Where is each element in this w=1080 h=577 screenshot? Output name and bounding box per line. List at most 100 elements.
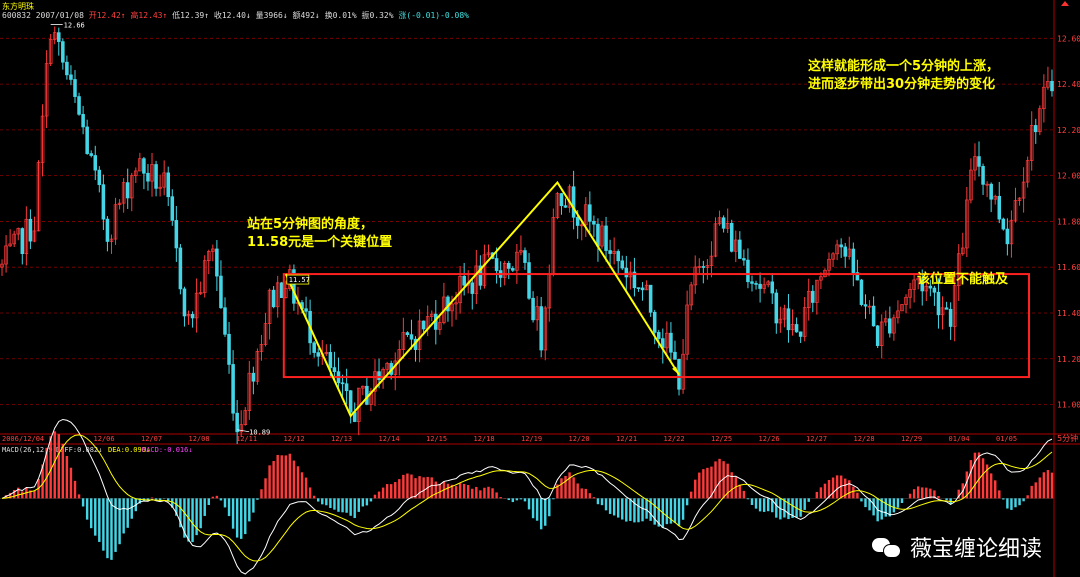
candle-body [57, 32, 61, 42]
candle-body [462, 275, 466, 286]
candle-body [871, 305, 876, 327]
candle-body [385, 363, 389, 370]
candle-body [158, 186, 162, 189]
candle-body [421, 320, 426, 330]
macd-legend-label: MACD:-0.016↓ [142, 446, 193, 454]
candle-body [24, 218, 29, 254]
candle-body [215, 248, 219, 277]
candlesticks [0, 26, 1054, 444]
candle-body [113, 204, 118, 240]
quote-field: 涨(-0.01)-0.08% [398, 11, 470, 20]
candle-body [134, 170, 138, 177]
candle-body [656, 332, 661, 339]
candle-body [1042, 86, 1046, 110]
candle-body [531, 297, 535, 321]
x-tick-label: 01/04 [949, 435, 970, 443]
candle-body [701, 266, 706, 268]
candle-body [198, 292, 203, 294]
candle-body [782, 308, 787, 320]
candle-body [166, 172, 171, 198]
candle-body [312, 342, 316, 353]
candle-body [559, 193, 564, 207]
candle-body [316, 352, 320, 357]
candle-body [44, 63, 49, 117]
quote-field: 600832 [2, 11, 36, 20]
candle-body [555, 193, 560, 218]
candle-body [843, 246, 847, 257]
y-tick-label: 11.80 [1057, 217, 1080, 226]
candle-body [328, 352, 333, 368]
x-tick-label: 12/29 [901, 435, 922, 443]
dea-line [1, 434, 1053, 562]
annotation-top-right-line2: 进而逐步带出30分钟走势的变化 [808, 77, 996, 92]
candle-body [539, 306, 543, 351]
candle-body [219, 275, 223, 309]
candle-body [519, 250, 523, 253]
stock-title: 东方明珠 [2, 2, 34, 11]
x-tick-label: 12/21 [616, 435, 637, 443]
candle-body [511, 268, 515, 271]
candle-body [831, 253, 835, 260]
candle-body [644, 284, 649, 291]
candle-body [125, 182, 130, 199]
candle-body [429, 313, 434, 317]
candle-body [1046, 80, 1050, 88]
candle-body [263, 323, 268, 345]
candle-body [790, 324, 795, 331]
arrow-head-icon [672, 366, 680, 375]
candle-body [527, 262, 531, 299]
candle-body [105, 218, 110, 242]
candle-body [734, 239, 738, 252]
candle-body [409, 334, 414, 340]
candle-body [794, 324, 799, 333]
x-tick-label: 12/07 [141, 435, 162, 443]
low-mark-leader [237, 429, 250, 433]
candle-body [596, 223, 600, 247]
macd-panel: MACD(26,12,9) DIFF:0.082↓ DEA:0.090↓MACD:-… [0, 418, 1054, 575]
candle-body [612, 251, 616, 254]
candle-body [652, 311, 657, 333]
candle-body [604, 225, 608, 251]
candle-body [904, 296, 908, 305]
candle-body [575, 216, 580, 226]
candle-body [369, 390, 373, 405]
candle-body [486, 252, 491, 256]
candle-body [73, 79, 77, 97]
quote-field: 2007/01/08 [35, 11, 89, 20]
candle-body [170, 196, 175, 221]
key-level-box [282, 273, 1030, 379]
candle-body [802, 307, 807, 337]
candle-body [811, 290, 815, 303]
candle-body [786, 308, 791, 331]
quote-field: 高12.43↑ [130, 11, 173, 20]
candle-body [981, 166, 985, 185]
candle-body [150, 164, 154, 182]
y-tick-label: 11.20 [1057, 355, 1080, 364]
candle-body [478, 265, 483, 286]
candle-body [916, 278, 920, 281]
candle-body [121, 182, 126, 204]
candle-body [855, 272, 860, 281]
low-mark-label: 10.89 [249, 429, 270, 437]
candle-body [1050, 80, 1054, 92]
candle-body [924, 285, 929, 292]
candle-body [482, 254, 487, 286]
x-tick-label: 12/12 [284, 435, 305, 443]
candle-body [377, 371, 381, 380]
candle-body [584, 204, 588, 226]
candle-body [348, 390, 353, 413]
candle-body [900, 304, 904, 312]
y-tick-label: 11.60 [1057, 263, 1080, 272]
candle-body [178, 247, 183, 290]
candle-body [827, 258, 831, 271]
y-tick-label: 11.40 [1057, 309, 1080, 318]
candle-body [48, 39, 53, 64]
candle-body [936, 291, 941, 316]
x-tick-label: 12/19 [521, 435, 542, 443]
x-tick-label: 12/20 [569, 435, 590, 443]
wechat-icon [871, 535, 902, 559]
candle-body [705, 265, 710, 268]
candle-body [847, 248, 852, 257]
x-tick-label: 12/27 [806, 435, 827, 443]
candle-body [1033, 125, 1038, 133]
